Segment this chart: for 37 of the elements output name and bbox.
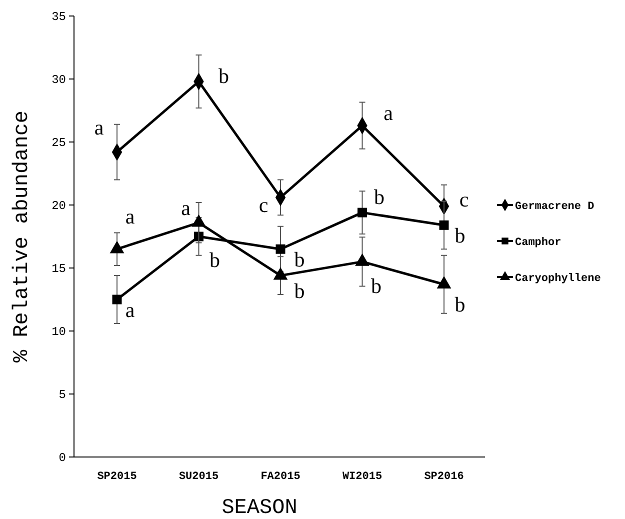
y-tick-label: 30	[52, 72, 66, 87]
y-axis-title: % Relative abundance	[11, 110, 34, 363]
x-axis-title: SEASON	[222, 497, 298, 519]
point	[276, 244, 286, 254]
annotation: a	[125, 204, 136, 228]
legend-label: Germacrene D	[515, 200, 595, 213]
y-tick-label: 5	[58, 388, 66, 402]
x-tick-label: FA2015	[260, 471, 301, 483]
y-tick-label: 20	[52, 198, 66, 213]
point	[112, 294, 122, 304]
annotation: a	[125, 298, 136, 322]
annotation: a	[181, 196, 192, 220]
legend-label: Camphor	[515, 236, 562, 249]
annotation: c	[258, 192, 268, 217]
annotation: a	[384, 100, 394, 125]
y-tick-label: 10	[52, 324, 66, 339]
x-tick-label: SU2015	[178, 471, 219, 483]
annotation: c	[459, 188, 469, 212]
annotation: b	[454, 224, 466, 248]
annotation: b	[454, 292, 466, 317]
x-tick-label: SP2015	[97, 471, 138, 483]
annotation: a	[94, 115, 104, 140]
annotation: b	[210, 248, 220, 272]
y-tick-label: 25	[52, 136, 66, 150]
y-tick-label: 35	[52, 10, 66, 24]
x-tick-label: WI2015	[342, 471, 382, 483]
x-tick-label: SP2016	[424, 471, 464, 483]
annotation: b	[218, 64, 229, 88]
point	[439, 220, 449, 230]
y-tick-label: 15	[52, 262, 66, 276]
y-tick-label: 0	[58, 450, 66, 465]
annotation: b	[374, 184, 384, 209]
annotation: b	[371, 274, 382, 298]
legend-label: Caryophyllene	[515, 272, 602, 285]
point	[358, 208, 367, 218]
annotation: b	[294, 247, 305, 272]
annotation: b	[294, 278, 305, 303]
